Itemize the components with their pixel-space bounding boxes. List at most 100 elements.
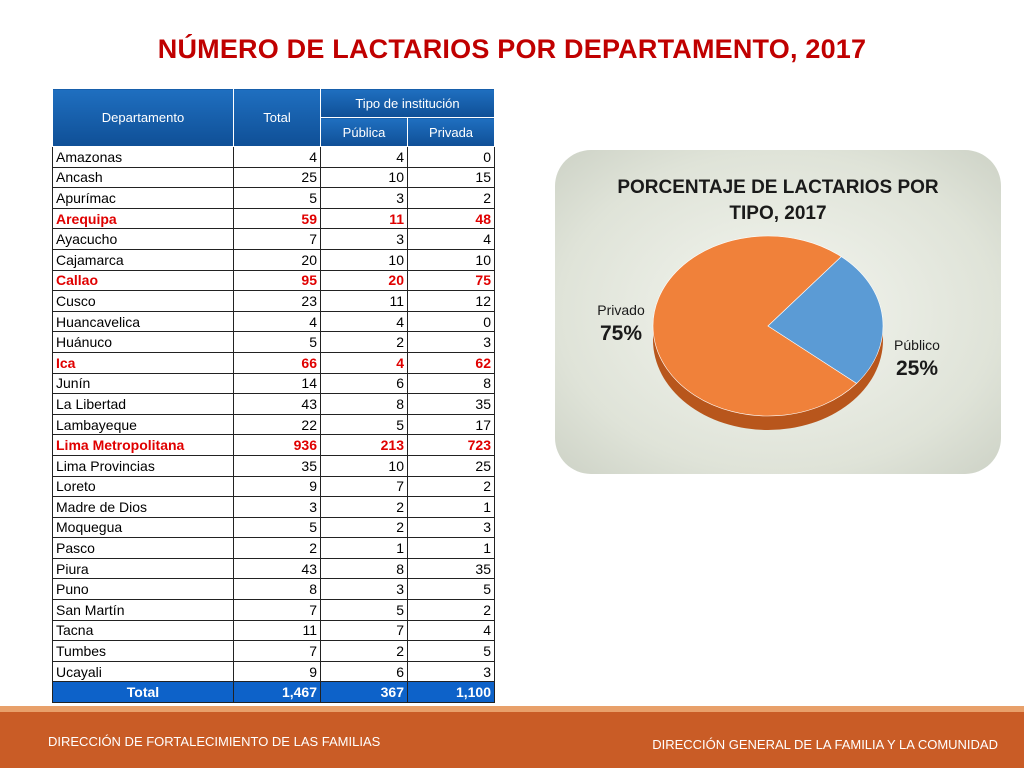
table-row: Lima Metropolitana 936 213 723 <box>52 434 495 456</box>
cell-privada: 3 <box>407 516 495 539</box>
cell-total: 5 <box>233 516 321 539</box>
cell-departamento: La Libertad <box>52 393 234 415</box>
table-row: Cusco 23 11 12 <box>52 290 495 312</box>
cell-total: 43 <box>233 393 321 415</box>
cell-total-label: Total <box>52 681 234 704</box>
cell-privada: 17 <box>407 413 495 436</box>
cell-privada: 8 <box>407 372 495 395</box>
header-privada: Privada <box>407 117 495 147</box>
cell-publica: 7 <box>320 475 408 498</box>
table-row: Puno 8 3 5 <box>52 578 495 601</box>
cell-publica: 2 <box>320 496 408 518</box>
table-row: La Libertad 43 8 35 <box>52 393 495 415</box>
cell-total-publica: 367 <box>320 681 408 704</box>
cell-privada: 4 <box>407 619 495 642</box>
cell-privada: 35 <box>407 393 495 415</box>
cell-departamento: Apurímac <box>52 187 234 209</box>
cell-total: 4 <box>233 146 321 168</box>
cell-publica: 6 <box>320 372 408 395</box>
cell-publica: 10 <box>320 454 408 477</box>
cell-departamento: Arequipa <box>52 207 234 230</box>
chart-title: PORCENTAJE DE LACTARIOS POR TIPO, 2017 <box>617 177 939 224</box>
cell-privada: 48 <box>407 207 495 230</box>
cell-publica: 3 <box>320 578 408 601</box>
cell-total: 11 <box>233 619 321 642</box>
pie-slice-privado <box>652 235 858 417</box>
pie-chart-panel: PORCENTAJE DE LACTARIOS POR TIPO, 2017 P… <box>555 150 1001 474</box>
cell-privada: 3 <box>407 660 495 683</box>
page-title: NÚMERO DE LACTARIOS POR DEPARTAMENTO, 20… <box>157 34 867 64</box>
cell-total: 20 <box>233 248 321 271</box>
table-row: Loreto 9 7 2 <box>52 475 495 498</box>
table-row: Madre de Dios 3 2 1 <box>52 496 495 518</box>
footer-left-text: DIRECCIÓN DE FORTALECIMIENTO DE LAS FAMI… <box>48 734 381 749</box>
cell-publica: 10 <box>320 248 408 271</box>
cell-privada: 0 <box>407 146 495 168</box>
cell-departamento: Tumbes <box>52 640 234 662</box>
cell-total: 7 <box>233 640 321 662</box>
cell-total: 3 <box>233 496 321 518</box>
cell-publica: 7 <box>320 619 408 642</box>
cell-privada: 15 <box>407 166 495 189</box>
table-row: Ancash 25 10 15 <box>52 166 495 189</box>
header-total: Total <box>233 88 321 147</box>
cell-publica: 2 <box>320 640 408 662</box>
cell-publica: 213 <box>320 434 408 456</box>
cell-total: 22 <box>233 413 321 436</box>
table-row: Huancavelica 4 4 0 <box>52 310 495 333</box>
table-row: Amazonas 4 4 0 <box>52 146 495 168</box>
table-row: Apurímac 5 3 2 <box>52 187 495 209</box>
table-row: Callao 95 20 75 <box>52 269 495 292</box>
cell-departamento: Ancash <box>52 166 234 189</box>
cell-privada: 2 <box>407 475 495 498</box>
cell-departamento: Cajamarca <box>52 248 234 271</box>
footer-accent-line <box>0 706 1024 712</box>
cell-departamento: Ayacucho <box>52 228 234 250</box>
cell-publica: 6 <box>320 660 408 683</box>
header-tipo-institucion: Tipo de institución <box>320 88 495 118</box>
cell-total: 5 <box>233 187 321 209</box>
cell-departamento: Puno <box>52 578 234 601</box>
cell-privada: 62 <box>407 351 495 374</box>
slice-label-publico: Público <box>894 337 940 353</box>
footer-bar: DIRECCIÓN DE FORTALECIMIENTO DE LAS FAMI… <box>0 712 1024 768</box>
cell-privada: 25 <box>407 454 495 477</box>
cell-privada: 3 <box>407 331 495 353</box>
cell-publica: 10 <box>320 166 408 189</box>
cell-publica: 8 <box>320 557 408 580</box>
cell-total: 25 <box>233 166 321 189</box>
cell-total: 8 <box>233 578 321 601</box>
table-row: Moquegua 5 2 3 <box>52 516 495 539</box>
cell-privada: 10 <box>407 248 495 271</box>
cell-privada: 1 <box>407 496 495 518</box>
cell-privada: 35 <box>407 557 495 580</box>
cell-departamento: Lima Provincias <box>52 454 234 477</box>
table-row: Huánuco 5 2 3 <box>52 331 495 353</box>
cell-departamento: Huancavelica <box>52 310 234 333</box>
cell-publica: 5 <box>320 413 408 436</box>
cell-total: 14 <box>233 372 321 395</box>
cell-total: 2 <box>233 537 321 559</box>
cell-departamento: Ucayali <box>52 660 234 683</box>
cell-total: 7 <box>233 599 321 621</box>
cell-privada: 4 <box>407 228 495 250</box>
cell-departamento: Pasco <box>52 537 234 559</box>
lactarios-table-container: Departamento Total Tipo de institución P… <box>52 88 495 704</box>
table-body: Amazonas 4 4 0 Ancash 25 10 15 Apurímac 5 3 2 Arequi… <box>52 146 495 704</box>
pie-chart <box>652 235 884 430</box>
cell-departamento: Cusco <box>52 290 234 312</box>
cell-departamento: Junín <box>52 372 234 395</box>
cell-publica: 2 <box>320 516 408 539</box>
cell-departamento: Piura <box>52 557 234 580</box>
footer-right-text: DIRECCIÓN GENERAL DE LA FAMILIA Y LA COM… <box>652 737 998 752</box>
cell-publica: 4 <box>320 310 408 333</box>
cell-publica: 3 <box>320 187 408 209</box>
table-row: Junín 14 6 8 <box>52 372 495 395</box>
table-row: Piura 43 8 35 <box>52 557 495 580</box>
cell-departamento: Huánuco <box>52 331 234 353</box>
cell-publica: 11 <box>320 207 408 230</box>
cell-privada: 12 <box>407 290 495 312</box>
cell-total: 5 <box>233 331 321 353</box>
header-publica: Pública <box>320 117 408 147</box>
cell-total: 4 <box>233 310 321 333</box>
